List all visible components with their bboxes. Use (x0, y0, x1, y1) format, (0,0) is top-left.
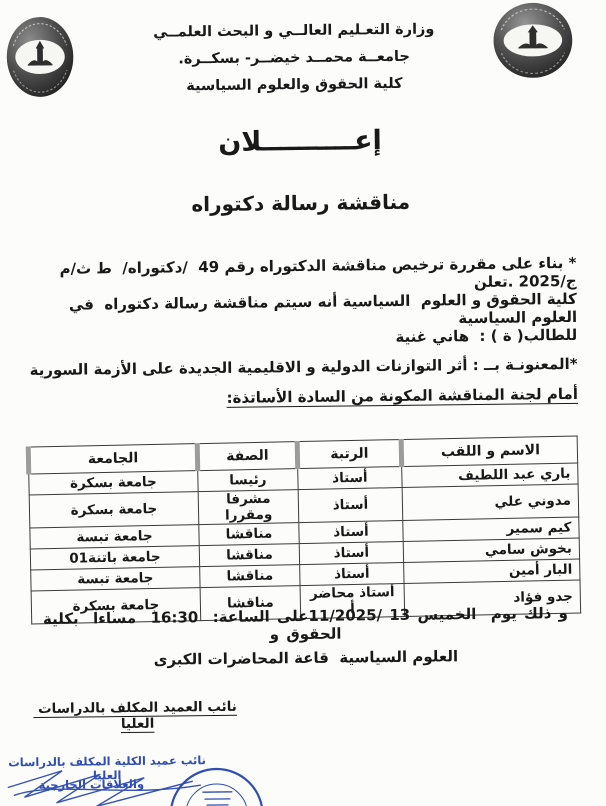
column-header-name: الاسم و اللقب (401, 435, 578, 467)
column-header-role: الصفة (197, 441, 298, 471)
announcement-title: إعــــــــــلان (218, 125, 382, 158)
body-line-1: * بناء على مقررة ترخيص مناقشة الدكتوراه … (54, 253, 577, 292)
table-cell: أستاذ (298, 487, 403, 523)
university-seal-left-icon (6, 17, 74, 97)
signature-scribble-icon (7, 770, 202, 806)
schedule-line-1: و ذلك يوم الخميس 13 /11/2025على الساعة: … (35, 604, 569, 644)
table-cell: مناقشا (199, 564, 301, 588)
body-line-2: كلية الحقوق و العلوم السياسية أنه سيتم م… (63, 289, 578, 328)
column-header-university: الجامعة (28, 443, 198, 475)
signature-title: نائب العميد المكلف بالدراسات العليا (33, 698, 237, 733)
university-seal-right-icon (493, 2, 573, 78)
table-cell: أستاذ (298, 520, 404, 544)
table-cell: مدوني علي (402, 483, 579, 521)
column-header-rank: الرتبة (297, 439, 402, 469)
stamp-seal-text: جامعة محمد خيضر بسكرة (160, 760, 182, 806)
table-cell: أستاذ (299, 541, 404, 565)
committee-table: الاسم و اللقب الرتبة الصفة الجامعة باري … (26, 435, 581, 624)
table-cell: مناقشا (199, 543, 300, 567)
university-line: جامعــة محمــد خيضــر- بسكــرة. (178, 48, 410, 68)
announcement-subtitle: مناقشة رسالة دكتوراه (191, 189, 411, 217)
thesis-title-line: *المعنونـة بــ : أثر التوازنات الدولية و… (29, 354, 578, 380)
table-cell: أستاذ (297, 466, 403, 490)
faculty-line: كلية الحقوق والعلوم السياسية (186, 75, 403, 95)
committee-intro-line: أمام لجنة المناقشة المكونة من السادة الأ… (226, 384, 579, 407)
svg-text:جامعة محمد خيضر بسكرة: جامعة محمد خيضر بسكرة (160, 760, 182, 806)
table-cell: أستاذ (299, 562, 405, 586)
table-cell: مشرفا ومقررا (198, 489, 299, 525)
round-stamp-icon: جامعة محمد خيضر بسكرة (160, 760, 264, 806)
schedule-line-2: العلوم السياسية قاعة المحاضرات الكبرى (153, 647, 459, 669)
table-cell: مناقشا (198, 522, 300, 546)
letterhead: وزارة التعـليم العالــي و البحث العلمــي… (124, 16, 465, 101)
ministry-line: وزارة التعـليم العالــي و البحث العلمــي (153, 21, 435, 41)
table-cell: جامعة بسكرة (29, 491, 199, 528)
table-cell: رئيسا (197, 468, 299, 492)
